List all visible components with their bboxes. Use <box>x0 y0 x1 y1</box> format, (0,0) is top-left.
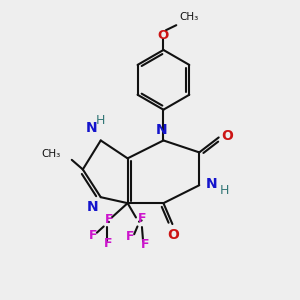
Text: H: H <box>95 114 105 127</box>
Text: O: O <box>168 228 179 242</box>
Text: O: O <box>222 129 233 143</box>
Text: F: F <box>89 229 98 242</box>
Text: F: F <box>137 212 146 225</box>
Text: N: N <box>86 121 98 135</box>
Text: CH₃: CH₃ <box>41 149 60 159</box>
Text: N: N <box>206 177 218 191</box>
Text: F: F <box>104 237 112 250</box>
Text: N: N <box>156 123 168 137</box>
Text: O: O <box>158 28 169 41</box>
Text: CH₃: CH₃ <box>179 13 198 22</box>
Text: F: F <box>104 213 113 226</box>
Text: H: H <box>220 184 229 197</box>
Text: N: N <box>87 200 98 214</box>
Text: F: F <box>126 230 135 243</box>
Text: F: F <box>140 238 149 250</box>
